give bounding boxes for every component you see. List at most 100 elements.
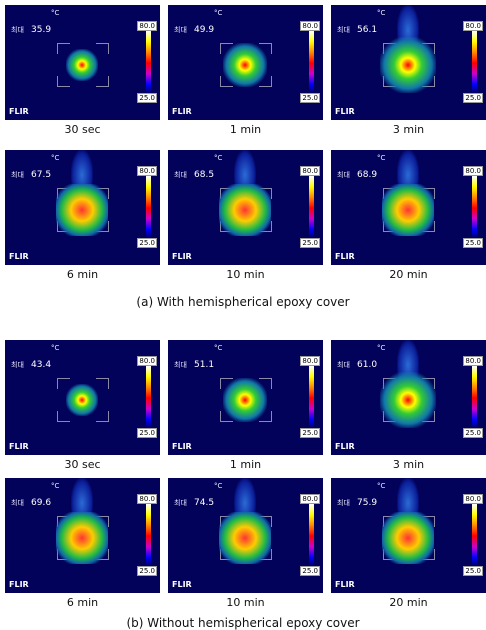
scale-min: 25.0 <box>137 93 157 103</box>
time-label: 3 min <box>331 123 486 136</box>
heat-spot <box>66 384 98 416</box>
scale-min: 25.0 <box>463 566 483 576</box>
unit: °C <box>377 344 385 352</box>
caption: (a) With hemispherical epoxy cover <box>0 295 486 309</box>
scale-min: 25.0 <box>137 428 157 438</box>
max-temperature: 69.6 <box>31 498 51 508</box>
heat-spot <box>380 37 436 93</box>
color-scale <box>472 31 477 95</box>
brand: FLIR <box>335 107 355 116</box>
unit: °C <box>214 482 222 490</box>
max-label: 최대 <box>337 170 350 180</box>
color-scale <box>309 31 314 95</box>
color-scale <box>472 504 477 568</box>
heat-spot <box>219 184 271 236</box>
scale-min: 25.0 <box>300 93 320 103</box>
max-label: 최대 <box>11 170 24 180</box>
scale-min: 25.0 <box>137 566 157 576</box>
scale-min: 25.0 <box>300 238 320 248</box>
unit: °C <box>214 9 222 17</box>
max-label: 최대 <box>337 360 350 370</box>
max-temperature: 35.9 <box>31 25 51 35</box>
heat-spot <box>56 184 108 236</box>
max-label: 최대 <box>174 360 187 370</box>
scale-max: 80.0 <box>137 166 157 176</box>
scale-min: 25.0 <box>137 238 157 248</box>
unit: °C <box>51 482 59 490</box>
max-temperature: 61.0 <box>357 360 377 370</box>
unit: °C <box>51 9 59 17</box>
max-temperature: 56.1 <box>357 25 377 35</box>
max-label: 최대 <box>11 498 24 508</box>
scale-max: 80.0 <box>137 21 157 31</box>
color-scale <box>146 366 151 430</box>
unit: °C <box>51 344 59 352</box>
scale-min: 25.0 <box>463 93 483 103</box>
heat-spot <box>219 512 271 564</box>
time-label: 20 min <box>331 268 486 281</box>
max-temperature: 75.9 <box>357 498 377 508</box>
max-temperature: 67.5 <box>31 170 51 180</box>
unit: °C <box>214 154 222 162</box>
unit: °C <box>377 9 385 17</box>
max-label: 최대 <box>11 360 24 370</box>
brand: FLIR <box>335 252 355 261</box>
scale-min: 25.0 <box>463 238 483 248</box>
scale-max: 80.0 <box>463 21 483 31</box>
time-label: 1 min <box>168 123 323 136</box>
time-label: 6 min <box>5 268 160 281</box>
time-label: 6 min <box>5 596 160 609</box>
scale-min: 25.0 <box>300 428 320 438</box>
heat-spot <box>382 184 434 236</box>
time-label: 10 min <box>168 268 323 281</box>
max-temperature: 43.4 <box>31 360 51 370</box>
heat-spot <box>380 372 436 428</box>
max-label: 최대 <box>174 170 187 180</box>
brand: FLIR <box>172 580 192 589</box>
color-scale <box>309 504 314 568</box>
brand: FLIR <box>172 252 192 261</box>
max-temperature: 51.1 <box>194 360 214 370</box>
scale-max: 80.0 <box>300 21 320 31</box>
heat-spot <box>66 49 98 81</box>
scale-max: 80.0 <box>463 166 483 176</box>
scale-max: 80.0 <box>300 166 320 176</box>
scale-max: 80.0 <box>137 356 157 366</box>
unit: °C <box>214 344 222 352</box>
max-temperature: 68.9 <box>357 170 377 180</box>
brand: FLIR <box>335 442 355 451</box>
color-scale <box>309 176 314 240</box>
heat-spot <box>223 43 267 87</box>
scale-max: 80.0 <box>463 356 483 366</box>
scale-max: 80.0 <box>137 494 157 504</box>
brand: FLIR <box>9 580 29 589</box>
max-temperature: 49.9 <box>194 25 214 35</box>
scale-max: 80.0 <box>300 356 320 366</box>
brand: FLIR <box>172 442 192 451</box>
unit: °C <box>51 154 59 162</box>
caption: (b) Without hemispherical epoxy cover <box>0 616 486 630</box>
heat-spot <box>56 512 108 564</box>
color-scale <box>146 176 151 240</box>
time-label: 30 sec <box>5 123 160 136</box>
max-label: 최대 <box>11 25 24 35</box>
max-label: 최대 <box>337 25 350 35</box>
brand: FLIR <box>9 252 29 261</box>
unit: °C <box>377 154 385 162</box>
color-scale <box>309 366 314 430</box>
max-label: 최대 <box>174 25 187 35</box>
unit: °C <box>377 482 385 490</box>
brand: FLIR <box>9 107 29 116</box>
brand: FLIR <box>172 107 192 116</box>
max-label: 최대 <box>337 498 350 508</box>
